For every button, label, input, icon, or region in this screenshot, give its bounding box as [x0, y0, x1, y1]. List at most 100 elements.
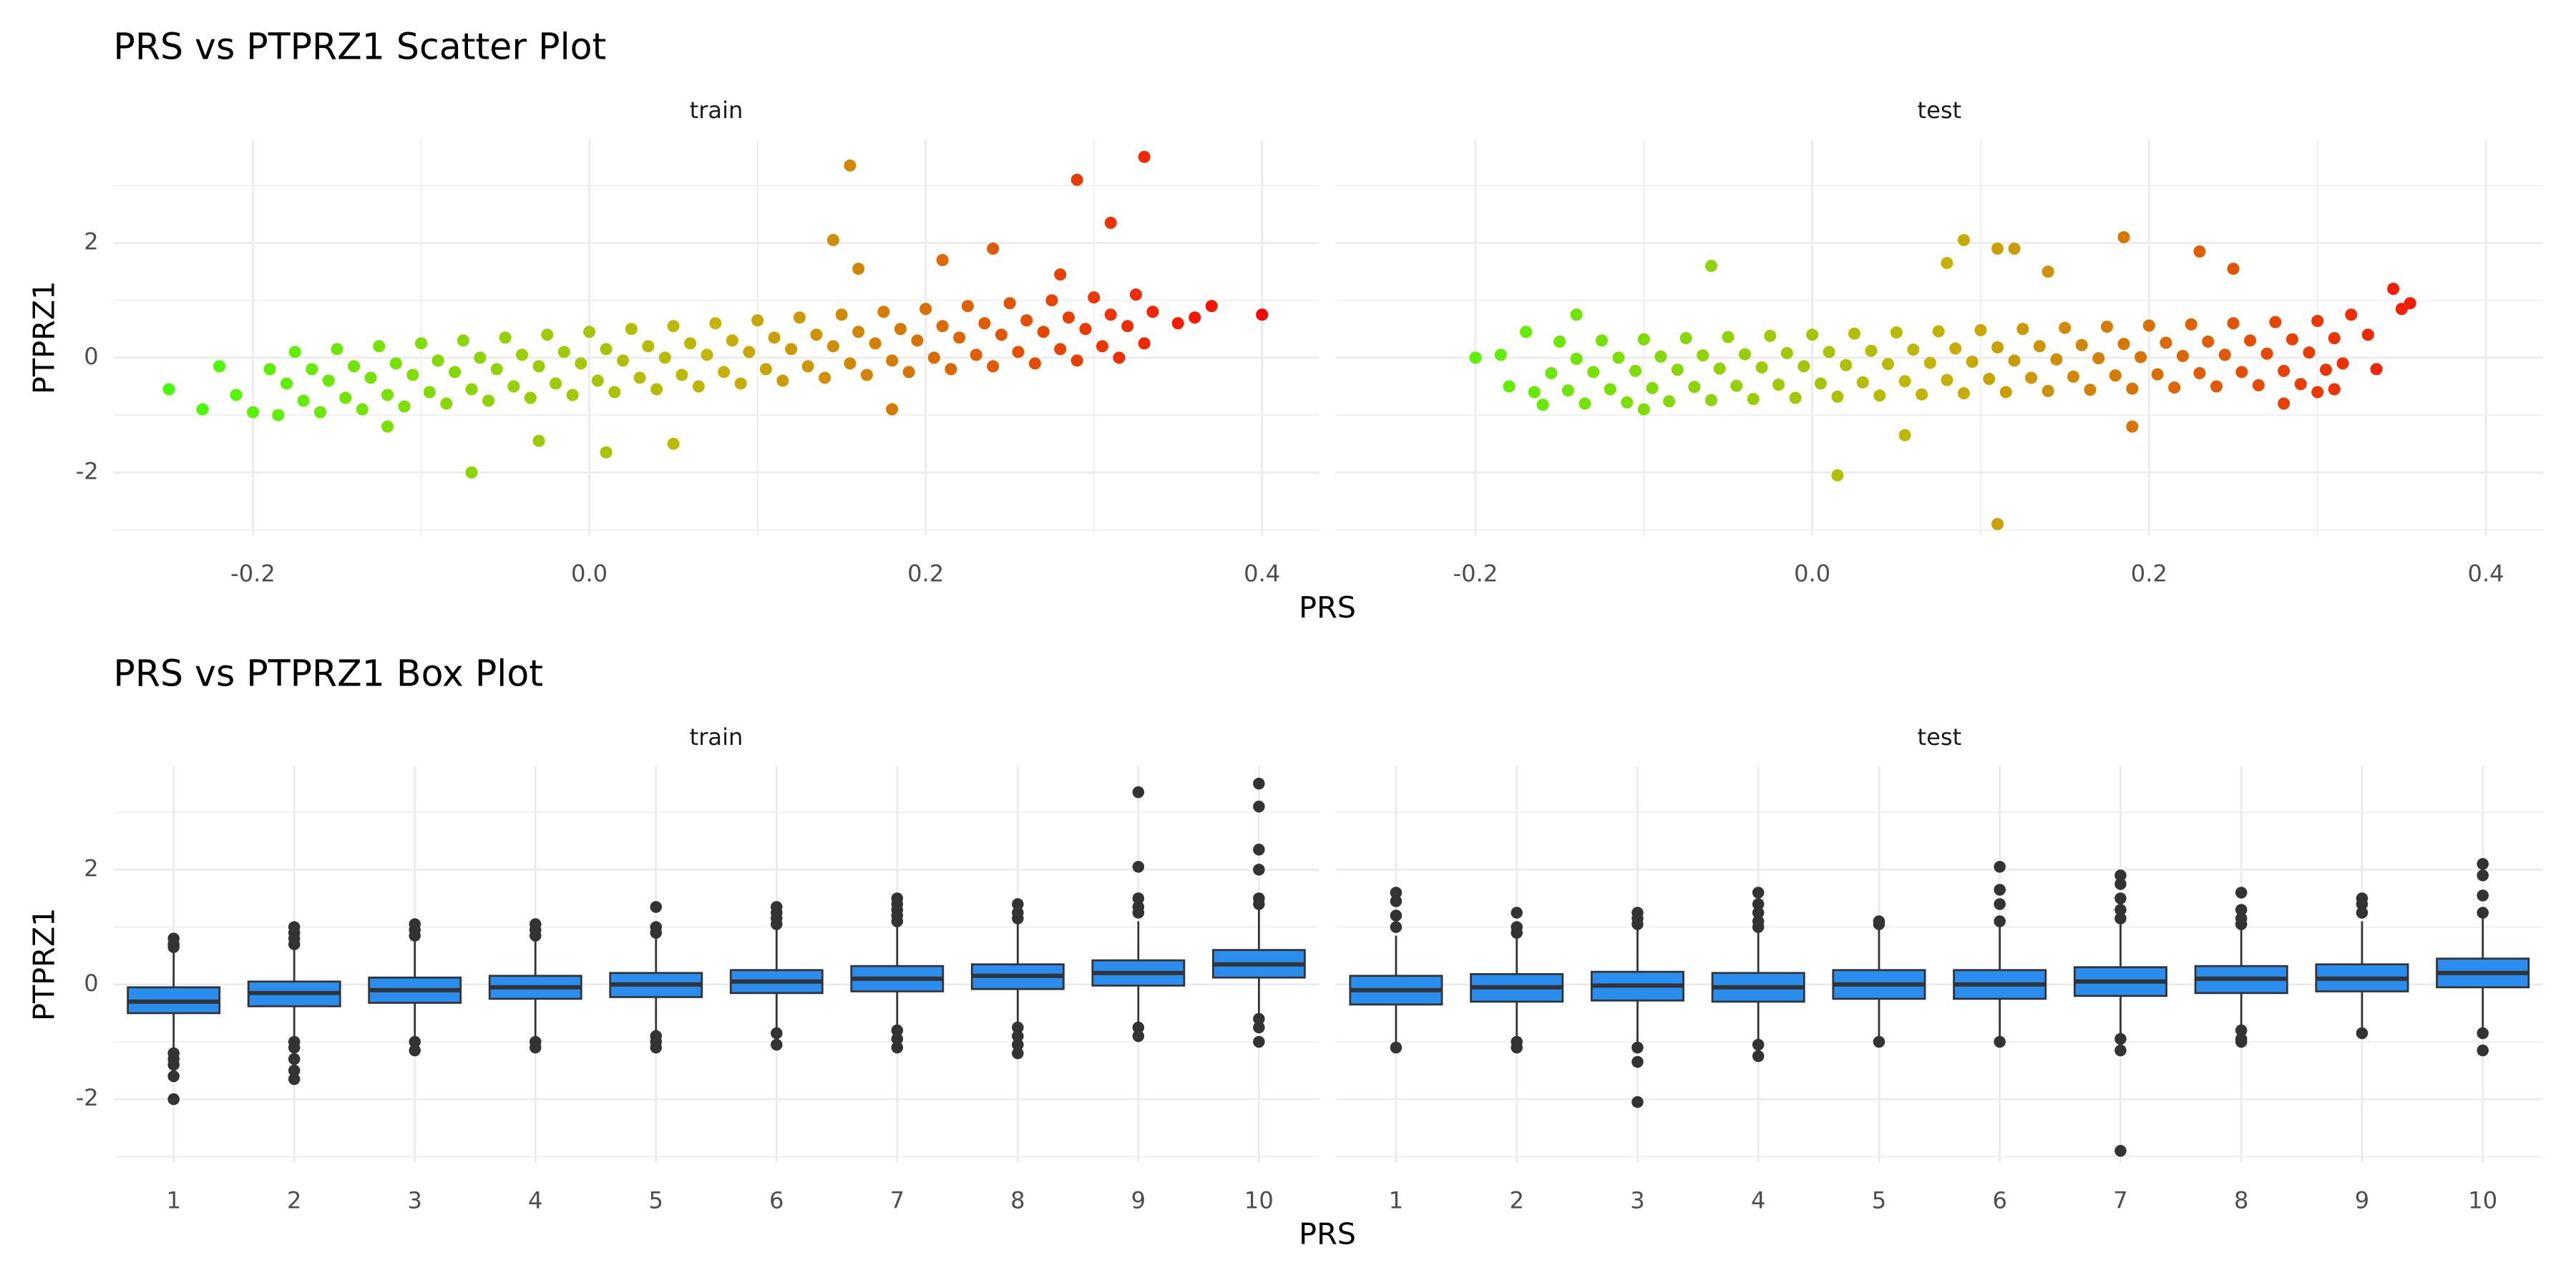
- point: [1923, 356, 1936, 369]
- outlier: [288, 1064, 301, 1077]
- outlier: [1132, 892, 1145, 904]
- outlier: [650, 901, 663, 913]
- point: [1991, 243, 2004, 255]
- point: [1991, 341, 2004, 353]
- point: [2285, 333, 2298, 346]
- point: [1704, 260, 1717, 273]
- outlier: [891, 1033, 904, 1045]
- outlier: [409, 930, 421, 942]
- point: [1856, 376, 1869, 389]
- outlier: [529, 930, 542, 942]
- point: [852, 326, 865, 338]
- outlier: [1132, 861, 1145, 873]
- point: [2041, 384, 2054, 397]
- point: [785, 343, 798, 356]
- point: [2361, 328, 2374, 341]
- point: [1865, 344, 1878, 357]
- point: [2311, 315, 2324, 328]
- point: [2278, 397, 2290, 410]
- point: [886, 403, 899, 416]
- point: [600, 343, 613, 356]
- y-tick-label: 2: [84, 854, 98, 882]
- x-tick-label: 7: [2113, 1186, 2127, 1214]
- point: [2218, 348, 2231, 361]
- point: [1966, 355, 1979, 368]
- point: [381, 420, 394, 433]
- point: [339, 391, 352, 404]
- point: [247, 406, 259, 419]
- point: [2101, 321, 2114, 333]
- outlier: [1012, 1021, 1024, 1034]
- x-tick-label: 0.4: [2468, 560, 2504, 587]
- outlier: [891, 1024, 904, 1037]
- point: [709, 317, 722, 330]
- outlier: [1994, 861, 2006, 873]
- point: [667, 320, 680, 333]
- point: [953, 331, 966, 344]
- outlier: [1994, 898, 2006, 910]
- point: [2303, 346, 2316, 359]
- point: [2176, 349, 2189, 362]
- outlier: [2114, 892, 2127, 904]
- point: [297, 394, 310, 407]
- x-tick-label: 3: [1630, 1186, 1644, 1214]
- point: [532, 434, 545, 447]
- outlier: [2356, 907, 2368, 919]
- x-tick-label: -0.2: [1453, 560, 1498, 587]
- point: [743, 346, 756, 358]
- point: [213, 360, 225, 373]
- outlier: [2114, 878, 2127, 890]
- outlier: [1873, 918, 1885, 930]
- outlier: [1253, 844, 1265, 856]
- point: [978, 317, 991, 330]
- outlier: [2477, 907, 2489, 919]
- outlier: [1511, 907, 1523, 919]
- point: [1654, 350, 1667, 363]
- point: [2025, 371, 2038, 384]
- x-tick-label: -0.2: [230, 560, 275, 587]
- x-tick-label: 3: [407, 1186, 421, 1214]
- point: [541, 328, 554, 341]
- point: [373, 340, 386, 353]
- chart-title: PRS vs PTPRZ1 Scatter Plot: [113, 25, 606, 67]
- point: [406, 369, 419, 381]
- point: [1957, 387, 1970, 400]
- outlier: [1253, 777, 1265, 790]
- point: [1520, 326, 1533, 338]
- point: [1113, 351, 1126, 364]
- point: [2294, 378, 2307, 391]
- point: [1012, 346, 1025, 358]
- point: [465, 466, 478, 479]
- point: [1663, 395, 1676, 408]
- point: [1561, 384, 1574, 397]
- point: [1916, 388, 1928, 401]
- point: [2033, 340, 2046, 353]
- outlier: [2477, 1027, 2489, 1040]
- point: [1637, 333, 1650, 346]
- outlier: [2235, 918, 2248, 930]
- outlier: [1511, 927, 1523, 939]
- x-tick-label: 4: [1751, 1186, 1765, 1214]
- point: [1932, 325, 1945, 338]
- point: [911, 334, 924, 347]
- point: [2151, 368, 2164, 381]
- outlier: [1253, 898, 1265, 910]
- point: [1121, 320, 1134, 333]
- point: [835, 308, 848, 321]
- point: [550, 377, 562, 390]
- outlier: [2114, 1044, 2127, 1057]
- outlier: [2356, 1027, 2368, 1040]
- point: [701, 348, 713, 361]
- outlier: [1012, 912, 1024, 924]
- outlier: [771, 1027, 783, 1040]
- outlier: [2114, 1033, 2127, 1045]
- point: [1637, 403, 1650, 416]
- point: [1999, 386, 2012, 399]
- point: [877, 306, 890, 318]
- outlier: [529, 1041, 542, 1054]
- point: [566, 389, 579, 401]
- outlier: [1012, 1030, 1024, 1043]
- point: [1553, 335, 1566, 348]
- point: [894, 323, 907, 336]
- outlier: [1253, 800, 1265, 813]
